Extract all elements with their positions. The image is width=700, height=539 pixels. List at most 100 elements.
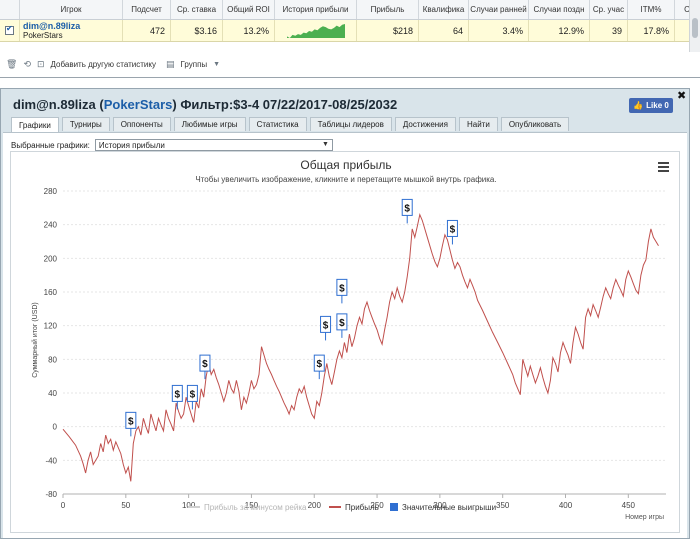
facebook-like-button[interactable]: 👍 Like 0 bbox=[629, 98, 673, 113]
profit-sparkline bbox=[286, 23, 345, 38]
tab-publish[interactable]: Опубликовать bbox=[500, 117, 570, 131]
marker-dollar-label: $ bbox=[450, 224, 456, 235]
chevron-down-icon[interactable]: ▼ bbox=[213, 60, 221, 68]
legend-item-profit[interactable]: Прибыль bbox=[345, 503, 379, 512]
marker-box bbox=[336, 313, 348, 331]
tab-charts[interactable]: Графики bbox=[11, 117, 59, 132]
marker-dollar-label: $ bbox=[190, 389, 196, 400]
chart-subtitle: Чтобы увеличить изображение, кликните и … bbox=[195, 175, 496, 184]
header-profit-history[interactable]: История прибыли bbox=[275, 0, 357, 19]
big-win-marker[interactable]: $ bbox=[336, 313, 348, 338]
groups-icon: ▤ bbox=[165, 58, 175, 69]
cell-sparkline bbox=[275, 20, 357, 41]
marker-dollar-label: $ bbox=[339, 283, 345, 294]
big-win-marker[interactable]: $ bbox=[446, 219, 458, 245]
window-tabs: Графики Турниры Оппоненты Любимые игры С… bbox=[11, 117, 570, 132]
chart-title: Общая прибыль bbox=[300, 158, 391, 172]
legend-item-big-wins[interactable]: Значительные выигрыши bbox=[402, 503, 496, 512]
marker-box bbox=[125, 411, 137, 429]
tab-leaderboards[interactable]: Таблицы лидеров bbox=[309, 117, 392, 131]
cell-qualify: 64 bbox=[419, 20, 469, 41]
x-tick-label: 150 bbox=[245, 501, 259, 510]
header-itm[interactable]: ITM% bbox=[628, 0, 675, 19]
cell-early: 3.4% bbox=[469, 20, 529, 41]
big-win-marker[interactable]: $ bbox=[171, 384, 183, 410]
table-scrollbar[interactable] bbox=[689, 0, 700, 52]
header-qualify[interactable]: Квалифика bbox=[419, 0, 469, 19]
groups-button[interactable]: Группы bbox=[180, 59, 208, 69]
x-tick-label: 100 bbox=[182, 501, 196, 510]
y-tick-label: 280 bbox=[44, 187, 58, 196]
title-site[interactable]: PokerStars bbox=[103, 97, 173, 112]
y-tick-label: 40 bbox=[48, 389, 57, 398]
row-checkbox-cell bbox=[0, 20, 20, 41]
marker-box bbox=[199, 354, 211, 372]
tab-opponents[interactable]: Оппоненты bbox=[112, 117, 171, 131]
y-tick-label: -40 bbox=[45, 456, 57, 465]
marker-box bbox=[313, 354, 325, 372]
tab-favorite-games[interactable]: Любимые игры bbox=[173, 117, 246, 131]
profit-series-line bbox=[62, 212, 659, 482]
big-win-marker[interactable]: $ bbox=[125, 411, 137, 437]
tab-achievements[interactable]: Достижения bbox=[394, 117, 456, 131]
marker-dollar-label: $ bbox=[202, 359, 208, 370]
tab-statistics[interactable]: Статистика bbox=[248, 117, 307, 131]
refresh-icon[interactable]: ⟲ bbox=[23, 58, 31, 69]
close-icon[interactable]: ✖ bbox=[677, 90, 687, 102]
player-cell: dim@n.89liza PokerStars bbox=[20, 20, 123, 41]
y-tick-label: 120 bbox=[44, 322, 58, 331]
cell-count: 472 bbox=[123, 20, 171, 41]
big-win-marker[interactable]: $ bbox=[336, 278, 348, 304]
chart-legend: Прибыль за минусом рейка Прибыль Значите… bbox=[188, 503, 496, 512]
marker-dollar-label: $ bbox=[339, 318, 345, 329]
marker-dollar-label: $ bbox=[316, 359, 322, 370]
header-select bbox=[0, 0, 20, 19]
x-tick-label: 350 bbox=[496, 501, 510, 510]
tab-tournaments[interactable]: Турниры bbox=[61, 117, 110, 131]
chart-selector-value: История прибыли bbox=[98, 140, 165, 150]
chart-selector-row: Выбранные графики: История прибыли ▼ bbox=[11, 139, 333, 151]
row-checkbox[interactable] bbox=[5, 24, 14, 35]
header-avg-stake[interactable]: Ср. ставка bbox=[171, 0, 223, 19]
like-label: Like 0 bbox=[646, 101, 669, 110]
header-count[interactable]: Подсчет bbox=[123, 0, 171, 19]
header-avg-place[interactable]: Ср. учас bbox=[590, 0, 628, 19]
tab-find[interactable]: Найти bbox=[458, 117, 498, 131]
title-player: dim@n.89liza bbox=[13, 97, 96, 112]
header-player[interactable]: Игрок bbox=[20, 0, 123, 19]
profit-chart-svg[interactable]: Общая прибыль Чтобы увеличить изображени… bbox=[11, 152, 681, 534]
big-win-marker[interactable]: $ bbox=[199, 354, 211, 380]
sparkline-area bbox=[286, 23, 345, 38]
marker-box bbox=[320, 315, 332, 333]
big-win-marker[interactable]: $ bbox=[320, 315, 332, 341]
x-tick-label: 250 bbox=[370, 501, 384, 510]
charts-content: Выбранные графики: История прибыли ▼ Общ… bbox=[3, 132, 687, 538]
x-tick-label: 50 bbox=[121, 501, 130, 510]
legend-item-net[interactable]: Прибыль за минусом рейка bbox=[204, 503, 307, 512]
marker-dollar-label: $ bbox=[128, 416, 134, 427]
y-tick-label: 200 bbox=[44, 254, 58, 263]
marker-dollar-label: $ bbox=[404, 203, 410, 214]
header-late[interactable]: Случаи поздн bbox=[529, 0, 590, 19]
y-tick-label: -80 bbox=[45, 490, 57, 499]
table-row[interactable]: dim@n.89liza PokerStars 472 $3.16 13.2% … bbox=[0, 20, 700, 42]
thumbs-up-icon: 👍 bbox=[633, 101, 644, 110]
chart-selector-dropdown[interactable]: История прибыли ▼ bbox=[94, 139, 333, 151]
header-early[interactable]: Случаи ранней bbox=[469, 0, 529, 19]
add-stat-button[interactable]: Добавить другую статистику bbox=[50, 59, 156, 69]
profit-chart[interactable]: Общая прибыль Чтобы увеличить изображени… bbox=[10, 151, 680, 533]
x-tick-label: 450 bbox=[622, 501, 636, 510]
chart-selector-label: Выбранные графики: bbox=[11, 140, 90, 150]
header-profit[interactable]: Прибыль bbox=[357, 0, 419, 19]
title-filter: Фильтр:$3-4 07/22/2017-08/25/2032 bbox=[180, 97, 398, 112]
menu-icon[interactable] bbox=[658, 162, 669, 172]
player-name[interactable]: dim@n.89liza bbox=[23, 20, 81, 31]
marker-box bbox=[401, 198, 413, 216]
big-win-marker[interactable]: $ bbox=[401, 198, 413, 224]
trash-icon[interactable]: 🗑 bbox=[6, 58, 18, 69]
big-win-marker[interactable]: $ bbox=[313, 354, 325, 380]
marker-box bbox=[336, 278, 348, 296]
player-site: PokerStars bbox=[23, 30, 63, 40]
big-win-marker[interactable]: $ bbox=[186, 384, 198, 410]
header-roi[interactable]: Общий ROI bbox=[223, 0, 275, 19]
